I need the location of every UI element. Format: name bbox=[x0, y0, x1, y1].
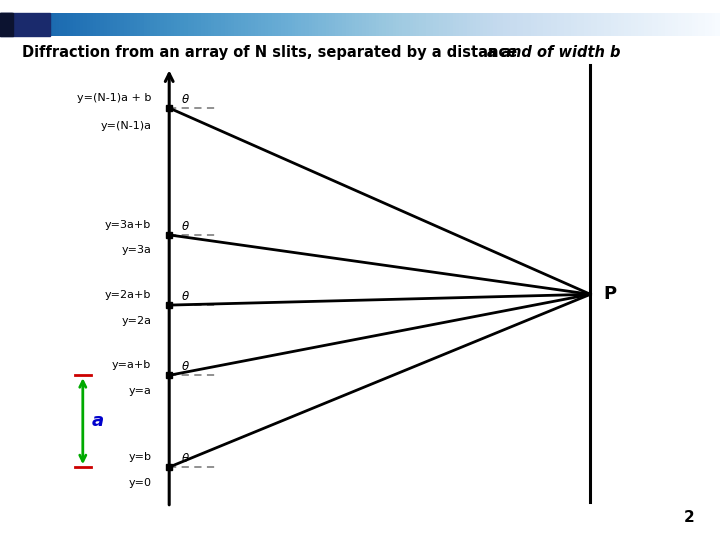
Text: y=3a: y=3a bbox=[122, 245, 151, 255]
Text: and of width b: and of width b bbox=[496, 45, 621, 60]
Text: y=a: y=a bbox=[128, 386, 151, 396]
Text: Diffraction from an array of N slits, separated by a distance: Diffraction from an array of N slits, se… bbox=[22, 45, 522, 60]
Text: y=3a+b: y=3a+b bbox=[105, 219, 151, 230]
Text: y=a+b: y=a+b bbox=[112, 360, 151, 370]
Text: a: a bbox=[91, 412, 104, 430]
Text: a: a bbox=[487, 45, 497, 60]
Text: P: P bbox=[603, 285, 616, 303]
Text: y=2a: y=2a bbox=[121, 315, 151, 326]
Text: 2: 2 bbox=[684, 510, 695, 525]
Text: y=(N-1)a + b: y=(N-1)a + b bbox=[77, 92, 151, 103]
Bar bbox=[0, 14, 50, 36]
Bar bbox=[0, 14, 12, 24]
Text: θ: θ bbox=[182, 93, 189, 106]
Text: θ: θ bbox=[182, 220, 189, 233]
Text: θ: θ bbox=[182, 452, 189, 465]
Text: y=0: y=0 bbox=[128, 477, 151, 488]
Text: y=b: y=b bbox=[128, 451, 151, 462]
Text: y=(N-1)a: y=(N-1)a bbox=[100, 120, 151, 131]
Bar bbox=[0, 14, 13, 36]
Text: θ: θ bbox=[182, 290, 189, 303]
Text: θ: θ bbox=[182, 360, 189, 373]
Text: y=2a+b: y=2a+b bbox=[105, 289, 151, 300]
